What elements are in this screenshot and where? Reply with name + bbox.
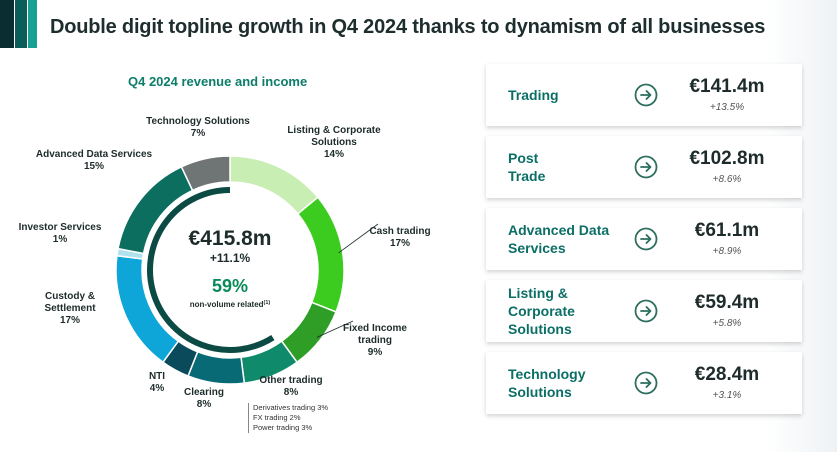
- slice-percent: 1%: [53, 234, 68, 245]
- card-value: €102.8m: [689, 148, 765, 169]
- slice-percent: 15%: [84, 161, 104, 172]
- slice-label: Cash trading 17%: [369, 226, 430, 249]
- slice-name: Investor Services: [19, 222, 102, 233]
- breakdown-item: Power trading 3%: [253, 423, 313, 432]
- slice-name: Custody &: [45, 291, 95, 302]
- donut-slices: [115, 155, 345, 385]
- leader-line: [316, 320, 354, 338]
- card-label: Listing & Corporate Solutions: [508, 284, 618, 338]
- brand-bar-3: [28, 0, 37, 48]
- slice-percent: 8%: [284, 387, 299, 398]
- slice-name: Solutions: [311, 137, 357, 148]
- breakdown-item: Derivatives trading 3%: [253, 403, 329, 412]
- card-growth: +13.5%: [709, 102, 745, 113]
- business-card: Post Trade €102.8m +8.6%: [486, 136, 802, 198]
- card-growth: +5.8%: [712, 318, 742, 329]
- slice-label: NTI 4%: [149, 371, 165, 394]
- card-growth: +8.9%: [712, 246, 742, 257]
- slice-percent: 7%: [191, 128, 206, 139]
- card-value: €59.4m: [694, 292, 760, 313]
- leader-line: [338, 223, 379, 254]
- card-label-line: Services: [508, 240, 566, 256]
- card-label: Post Trade: [508, 149, 618, 185]
- center-total: €415.8m: [189, 227, 272, 250]
- slice-label: Listing & Corporate Solutions 14%: [287, 125, 381, 160]
- brand-bar-1: [0, 0, 14, 48]
- slice-name: Fixed Income: [343, 323, 407, 334]
- arrow-right-circle-icon[interactable]: [634, 371, 658, 395]
- card-label-line: Listing &: [508, 285, 568, 301]
- inner-share-arc: [147, 187, 275, 353]
- card-label-line: Post: [508, 150, 539, 166]
- card-label-line: Solutions: [508, 321, 572, 337]
- card-label: Technology Solutions: [508, 365, 618, 401]
- other-trading-breakdown: Derivatives trading 3% FX trading 2% Pow…: [248, 403, 328, 433]
- card-label-line: Advanced Data: [508, 222, 610, 238]
- card-label-line: Technology: [508, 366, 586, 382]
- center-share-label-text: non-volume related: [190, 300, 264, 309]
- chart-title: Q4 2024 revenue and income: [128, 74, 308, 89]
- card-label: Advanced Data Services: [508, 221, 618, 257]
- slice-name: Cash trading: [369, 226, 430, 237]
- business-card: Listing & Corporate Solutions €59.4m +5.8%: [486, 280, 802, 342]
- revenue-donut-chart: Listing & Corporate Solutions 14% Cash trad…: [19, 116, 431, 410]
- card-value: €61.1m: [694, 220, 760, 241]
- slice-name: Other trading: [259, 375, 322, 386]
- slice-label: Custody & Settlement 17%: [44, 291, 96, 326]
- card-value: €141.4m: [689, 76, 765, 97]
- slice-percent: 9%: [368, 347, 383, 358]
- card-label-line: Solutions: [508, 384, 572, 400]
- center-share-label: non-volume related(1): [190, 300, 271, 309]
- center-growth: +11.1%: [210, 251, 251, 265]
- page-title: Double digit topline growth in Q4 2024 t…: [50, 16, 766, 38]
- slice-label: Technology Solutions 7%: [146, 116, 250, 139]
- slice-label: Fixed Income trading 9%: [343, 323, 407, 358]
- slice-label: Clearing 8%: [184, 387, 224, 410]
- arrow-right-circle-icon[interactable]: [634, 227, 658, 251]
- card-growth: +8.6%: [712, 174, 742, 185]
- slice-label: Other trading 8%: [259, 375, 322, 398]
- slice-label: Investor Services 1%: [19, 222, 102, 245]
- business-card: Advanced Data Services €61.1m +8.9%: [486, 208, 802, 270]
- slice-name: Advanced Data Services: [36, 149, 153, 160]
- donut-slice-technology-solutions: [180, 155, 231, 192]
- arrow-right-circle-icon[interactable]: [634, 299, 658, 323]
- center-footnote-marker: (1): [264, 300, 271, 306]
- donut-slice-labels: Listing & Corporate Solutions 14% Cash trad…: [19, 116, 431, 410]
- breakdown-item: FX trading 2%: [253, 413, 301, 422]
- center-share: 59%: [212, 276, 248, 296]
- slice-name: Clearing: [184, 387, 224, 398]
- slice-name: NTI: [149, 371, 165, 382]
- slice-percent: 8%: [197, 399, 212, 410]
- card-growth: +3.1%: [712, 390, 742, 401]
- arrow-right-circle-icon[interactable]: [634, 83, 658, 107]
- arrow-right-circle-icon[interactable]: [634, 155, 658, 179]
- card-label-line: Trade: [508, 168, 546, 184]
- slice-name: Listing & Corporate: [287, 125, 381, 136]
- slice-name: trading: [358, 335, 392, 346]
- card-label-line: Trading: [508, 87, 559, 103]
- business-card: Trading €141.4m +13.5%: [486, 64, 802, 126]
- slice-label: Advanced Data Services 15%: [36, 149, 153, 172]
- donut-slice-cash-trading: [296, 196, 345, 313]
- slice-percent: 17%: [390, 238, 410, 249]
- card-value: €28.4m: [694, 364, 760, 385]
- slice-percent: 4%: [150, 383, 165, 394]
- slice-percent: 14%: [324, 149, 344, 160]
- slice-percent: 17%: [60, 315, 80, 326]
- business-card: Technology Solutions €28.4m +3.1%: [486, 352, 802, 414]
- brand-bars: [0, 0, 40, 48]
- brand-bar-2: [15, 0, 27, 48]
- card-label: Trading: [508, 86, 618, 104]
- card-label-line: Corporate: [508, 303, 575, 319]
- slice-name: Technology Solutions: [146, 116, 250, 127]
- donut-leader-lines: [316, 223, 379, 338]
- donut-slice-listing-corporate-solutions: [229, 155, 319, 215]
- slice-name: Settlement: [44, 303, 96, 314]
